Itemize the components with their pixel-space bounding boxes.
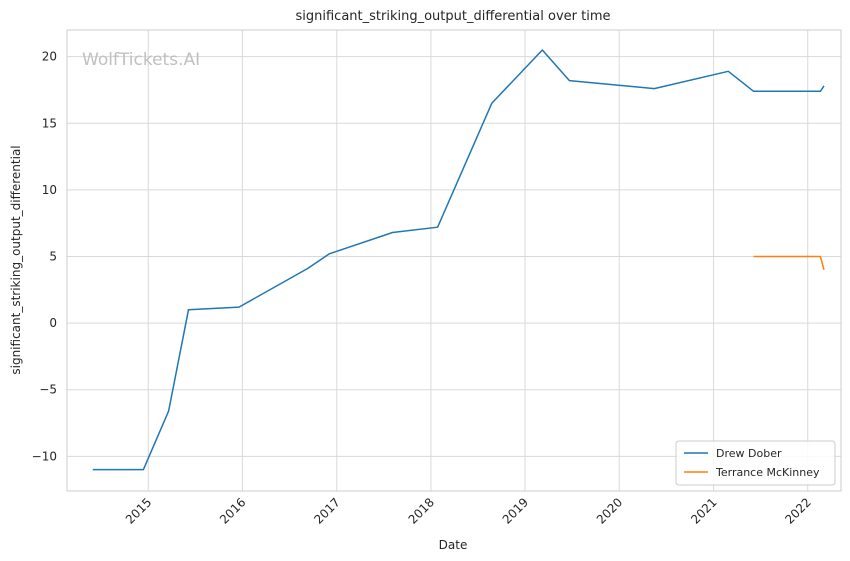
y-tick-labels: −10 −5 0 5 10 15 20 bbox=[32, 50, 57, 464]
plot-frame bbox=[66, 29, 842, 492]
chart-title: significant_striking_output_differential… bbox=[296, 9, 611, 24]
y-tick-label: 15 bbox=[42, 116, 57, 130]
legend-label: Drew Dober bbox=[716, 447, 782, 460]
y-axis-label: significant_striking_output_differential bbox=[9, 145, 23, 374]
y-tick-label: 20 bbox=[42, 50, 57, 64]
y-tick-label: 0 bbox=[49, 316, 57, 330]
x-axis-label: Date bbox=[439, 538, 468, 552]
legend-label: Terrance McKinney bbox=[715, 466, 820, 479]
series-lines bbox=[92, 49, 825, 471]
watermark: WolfTickets.AI bbox=[82, 50, 200, 70]
legend: Drew Dober Terrance McKinney bbox=[675, 440, 836, 486]
y-tick-label: 10 bbox=[42, 183, 57, 197]
plot-area bbox=[66, 29, 842, 492]
y-tick-label: 5 bbox=[49, 250, 57, 264]
plot-background bbox=[67, 30, 841, 491]
series-line-1 bbox=[92, 49, 825, 471]
y-tick-label: −10 bbox=[32, 449, 57, 463]
series-line-2 bbox=[753, 255, 825, 271]
y-tick-label: −5 bbox=[39, 383, 57, 397]
grid-lines bbox=[67, 30, 841, 491]
legend-box bbox=[675, 440, 836, 486]
